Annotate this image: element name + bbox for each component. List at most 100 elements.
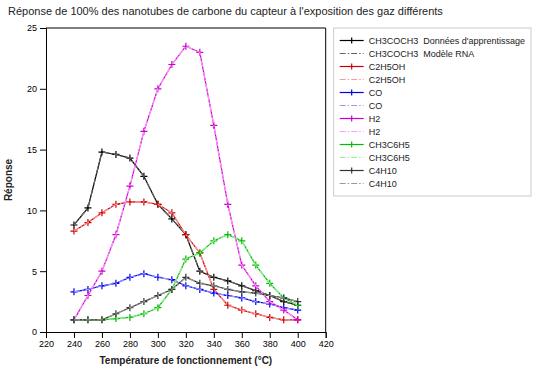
point-marker xyxy=(182,43,189,50)
y-tick-mark xyxy=(40,271,46,272)
y-tick: 25 xyxy=(27,23,46,33)
x-tick: 260 xyxy=(95,332,110,349)
y-tick-label: 5 xyxy=(32,267,37,277)
legend-item: H2 xyxy=(340,114,381,124)
legend-label: CO xyxy=(369,88,383,98)
x-tick-mark xyxy=(158,332,159,338)
series-line xyxy=(74,152,298,305)
x-tick: 280 xyxy=(123,332,138,349)
series-line xyxy=(74,277,298,320)
x-tick-mark xyxy=(242,332,243,338)
legend-swatch xyxy=(340,157,364,158)
chart-svg: Réponse de 100% des nanotubes de carbone… xyxy=(0,0,537,372)
y-tick-mark xyxy=(40,150,46,151)
x-tick: 300 xyxy=(151,332,166,349)
x-tick: 220 xyxy=(39,332,54,349)
legend-swatch xyxy=(340,79,364,80)
x-tick: 240 xyxy=(67,332,82,349)
legend-marker xyxy=(349,116,355,122)
legend-item: H2 xyxy=(340,127,381,137)
point-marker xyxy=(196,249,203,256)
x-tick-label: 380 xyxy=(263,339,278,349)
x-tick: 340 xyxy=(207,332,222,349)
legend-label: H2 xyxy=(369,114,381,124)
legend-label: CH3C6H5 xyxy=(369,153,410,163)
series-line xyxy=(74,152,298,305)
legend-marker xyxy=(349,168,355,174)
series-line xyxy=(74,202,298,320)
frame-top xyxy=(46,28,326,29)
legend-marker xyxy=(349,142,355,148)
point-marker xyxy=(224,302,231,309)
x-tick-label: 340 xyxy=(207,339,222,349)
series-line xyxy=(74,274,298,310)
y-axis-title: Réponse xyxy=(3,158,14,201)
x-tick: 380 xyxy=(263,332,278,349)
x-axis: 220240260280300320340360380400420 xyxy=(39,332,334,349)
legend-label: C2H5OH xyxy=(369,62,406,72)
legend-item: CH3C6H5 xyxy=(340,153,410,163)
legend-frame xyxy=(334,28,531,196)
point-marker xyxy=(238,282,245,289)
y-tick: 0 xyxy=(32,327,46,337)
legend-item: CH3COCH3 Modèle RNA xyxy=(340,49,475,59)
legend-label: C4H10 xyxy=(369,166,397,176)
x-tick-label: 300 xyxy=(151,339,166,349)
legend-swatch xyxy=(340,183,364,184)
legend-marker xyxy=(349,90,355,96)
x-tick-mark xyxy=(326,332,327,338)
chart-container: Réponse de 100% des nanotubes de carbone… xyxy=(0,0,537,372)
x-tick-mark xyxy=(102,332,103,338)
y-tick: 15 xyxy=(27,145,46,155)
legend-item: CH3C6H5 xyxy=(340,140,410,150)
point-marker xyxy=(98,209,105,216)
x-tick: 320 xyxy=(179,332,194,349)
x-tick-label: 240 xyxy=(67,339,82,349)
legend-item: C4H10 xyxy=(340,179,397,189)
legend-item: C4H10 xyxy=(340,166,397,176)
legend-item: C2H5OH xyxy=(340,75,406,85)
point-marker xyxy=(182,231,189,238)
y-tick-label: 15 xyxy=(27,145,37,155)
x-tick-label: 260 xyxy=(95,339,110,349)
y-tick-label: 0 xyxy=(32,327,37,337)
legend-label: CH3COCH3 Modèle RNA xyxy=(369,49,475,59)
plot: 2202402602803003203403603804004200510152… xyxy=(3,23,334,366)
legend-swatch xyxy=(340,53,364,54)
y-tick-label: 10 xyxy=(27,206,37,216)
x-tick-mark xyxy=(74,332,75,338)
chart-title: Réponse de 100% des nanotubes de carbone… xyxy=(8,5,443,17)
x-tick-label: 360 xyxy=(235,339,250,349)
y-tick-mark xyxy=(40,332,46,333)
legend-label: C2H5OH xyxy=(369,75,406,85)
x-tick: 360 xyxy=(235,332,250,349)
y-tick-label: 25 xyxy=(27,23,37,33)
legend: CH3COCH3 Données d'apprentissageCH3COCH3… xyxy=(334,28,531,196)
x-axis-line xyxy=(47,333,327,339)
series-line xyxy=(74,46,298,320)
legend-item: C2H5OH xyxy=(340,62,406,72)
legend-marker xyxy=(349,38,355,44)
y-tick-mark xyxy=(40,28,46,29)
y-tick: 5 xyxy=(32,267,46,277)
series-line xyxy=(74,46,298,320)
point-marker xyxy=(126,183,133,190)
series-line xyxy=(74,277,298,320)
point-marker xyxy=(70,228,77,235)
y-tick: 20 xyxy=(27,84,46,94)
legend-item: CO xyxy=(340,88,383,98)
x-tick-mark xyxy=(270,332,271,338)
x-tick-mark xyxy=(214,332,215,338)
point-marker xyxy=(210,290,217,297)
y-tick-mark xyxy=(40,89,46,90)
series-line xyxy=(74,202,298,320)
y-tick: 10 xyxy=(27,206,46,216)
legend-marker xyxy=(349,64,355,70)
y-tick-mark xyxy=(40,210,46,211)
point-marker xyxy=(98,268,105,275)
point-marker xyxy=(140,128,147,135)
legend-swatch xyxy=(340,131,364,132)
x-tick: 400 xyxy=(291,332,306,349)
legend-item: CO xyxy=(340,101,383,111)
x-tick-mark xyxy=(298,332,299,338)
